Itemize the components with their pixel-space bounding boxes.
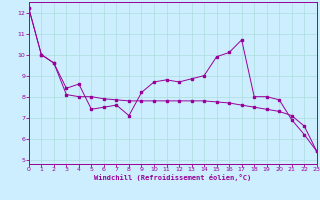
X-axis label: Windchill (Refroidissement éolien,°C): Windchill (Refroidissement éolien,°C) bbox=[94, 174, 252, 181]
